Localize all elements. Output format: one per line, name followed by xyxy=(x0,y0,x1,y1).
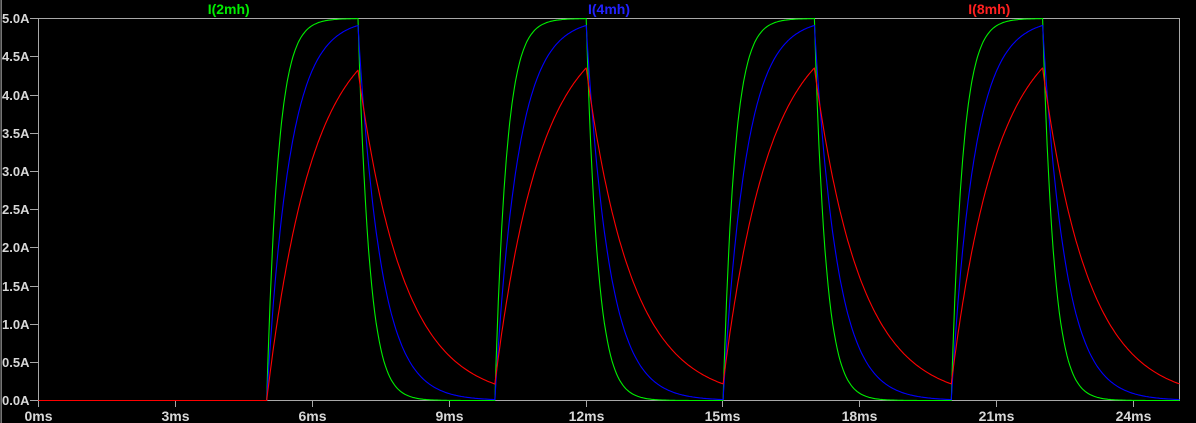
svg-text:4.5A: 4.5A xyxy=(2,49,30,64)
svg-text:15ms: 15ms xyxy=(705,408,741,423)
svg-text:9ms: 9ms xyxy=(435,408,463,423)
svg-text:12ms: 12ms xyxy=(569,408,605,423)
svg-text:1.5A: 1.5A xyxy=(2,279,30,294)
svg-text:2.0A: 2.0A xyxy=(2,240,30,255)
svg-text:4.0A: 4.0A xyxy=(2,88,30,103)
svg-text:18ms: 18ms xyxy=(842,408,878,423)
svg-text:0ms: 0ms xyxy=(24,408,52,423)
svg-text:0.5A: 0.5A xyxy=(2,355,30,370)
svg-text:5.0A: 5.0A xyxy=(2,11,30,26)
svg-text:3.5A: 3.5A xyxy=(2,126,30,141)
svg-text:3ms: 3ms xyxy=(161,408,189,423)
svg-text:2.5A: 2.5A xyxy=(2,202,30,217)
svg-text:21ms: 21ms xyxy=(979,408,1015,423)
svg-text:0.0A: 0.0A xyxy=(2,393,30,408)
svg-text:I(2mh): I(2mh) xyxy=(208,1,250,17)
svg-text:I(8mh): I(8mh) xyxy=(968,1,1010,17)
svg-text:I(4mh): I(4mh) xyxy=(588,1,630,17)
svg-text:6ms: 6ms xyxy=(298,408,326,423)
svg-text:24ms: 24ms xyxy=(1116,408,1152,423)
svg-text:1.0A: 1.0A xyxy=(2,317,30,332)
svg-text:3.0A: 3.0A xyxy=(2,164,30,179)
